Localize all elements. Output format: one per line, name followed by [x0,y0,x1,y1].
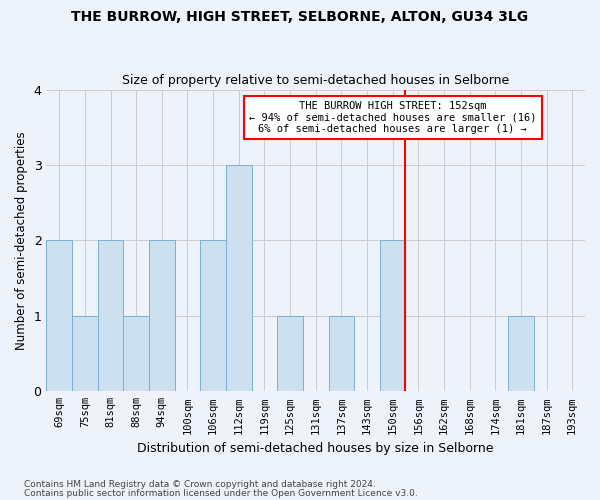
Bar [72,316,98,392]
Bar [380,240,406,392]
Text: THE BURROW HIGH STREET: 152sqm
← 94% of semi-detached houses are smaller (16)
6%: THE BURROW HIGH STREET: 152sqm ← 94% of … [249,101,536,134]
Title: Size of property relative to semi-detached houses in Selborne: Size of property relative to semi-detach… [122,74,509,87]
Bar [98,240,124,392]
Bar [226,165,251,392]
Bar [508,316,534,392]
Text: THE BURROW, HIGH STREET, SELBORNE, ALTON, GU34 3LG: THE BURROW, HIGH STREET, SELBORNE, ALTON… [71,10,529,24]
X-axis label: Distribution of semi-detached houses by size in Selborne: Distribution of semi-detached houses by … [137,442,494,455]
Text: Contains public sector information licensed under the Open Government Licence v3: Contains public sector information licen… [24,488,418,498]
Bar [46,240,72,392]
Bar [149,240,175,392]
Text: Contains HM Land Registry data © Crown copyright and database right 2024.: Contains HM Land Registry data © Crown c… [24,480,376,489]
Y-axis label: Number of semi-detached properties: Number of semi-detached properties [15,131,28,350]
Bar [329,316,354,392]
Bar [277,316,303,392]
Bar [200,240,226,392]
Bar [124,316,149,392]
